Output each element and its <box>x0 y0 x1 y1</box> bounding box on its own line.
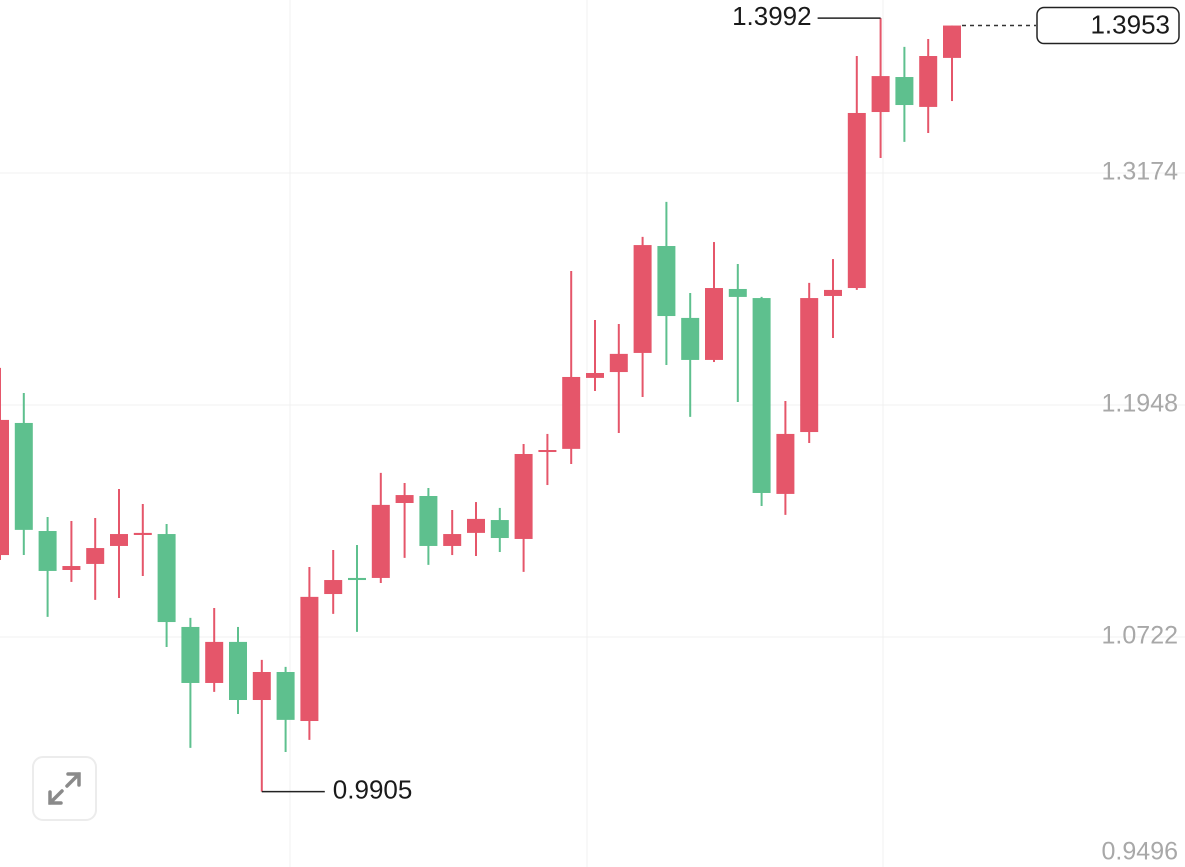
low-label: 0.9905 <box>333 774 413 804</box>
y-tick-label: 1.1948 <box>1102 390 1178 418</box>
high-label: 1.3992 <box>732 1 812 31</box>
last-price-label: 1.3953 <box>1090 9 1170 39</box>
body <box>300 596 319 722</box>
body <box>14 422 33 530</box>
body <box>395 495 414 504</box>
body <box>752 298 771 493</box>
body <box>776 433 795 494</box>
body <box>205 641 224 683</box>
body <box>800 298 819 433</box>
body <box>562 376 581 449</box>
time-grid <box>289 0 884 867</box>
grid: 0.9496 1.0722 1.1948 1.3174 <box>0 158 1185 866</box>
body <box>586 372 604 378</box>
body <box>86 548 105 564</box>
y-tick-label: 1.0722 <box>1102 622 1178 650</box>
body <box>133 532 152 535</box>
body <box>919 56 938 107</box>
candles <box>0 18 961 792</box>
body <box>657 246 676 317</box>
body <box>895 77 914 106</box>
y-tick-label: 0.9496 <box>1102 838 1178 866</box>
body <box>943 25 961 58</box>
body <box>538 450 557 453</box>
body <box>181 626 200 683</box>
expand-button[interactable] <box>32 756 97 821</box>
body <box>110 534 128 546</box>
body <box>324 580 343 595</box>
body <box>681 317 700 360</box>
body <box>633 245 652 353</box>
body <box>229 641 247 701</box>
body <box>467 518 485 533</box>
last-price-box <box>1036 6 1180 45</box>
body <box>514 453 533 539</box>
body <box>824 289 842 296</box>
body <box>348 577 366 581</box>
body <box>276 671 295 720</box>
body <box>62 566 81 570</box>
body <box>443 534 462 546</box>
body <box>252 671 271 701</box>
body <box>371 504 390 578</box>
body <box>705 288 723 360</box>
expand-icon <box>48 772 81 805</box>
body <box>157 534 176 623</box>
body <box>609 353 628 373</box>
body <box>490 520 509 539</box>
body <box>419 496 438 546</box>
annotations: 1.3992 0.9905 1.3953 <box>261 1 1180 804</box>
body <box>728 288 747 297</box>
body <box>847 112 866 289</box>
body <box>38 531 57 571</box>
body <box>0 419 9 556</box>
expand-button-bg[interactable] <box>32 756 97 821</box>
body <box>871 76 890 113</box>
y-tick-label: 1.3174 <box>1102 158 1179 186</box>
